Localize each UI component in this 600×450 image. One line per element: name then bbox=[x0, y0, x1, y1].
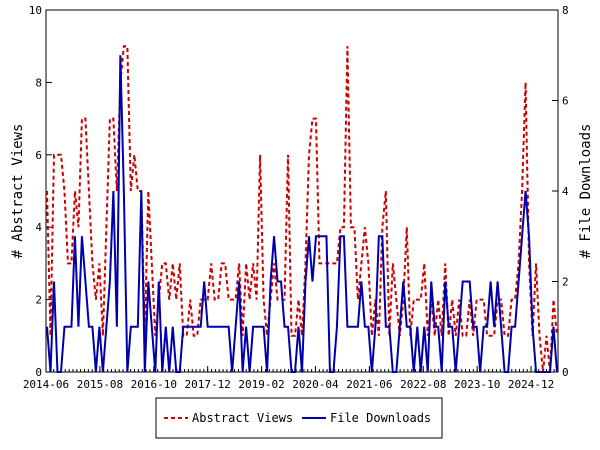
legend: Abstract Views File Downloads bbox=[155, 397, 443, 439]
y-right-tick-label: 8 bbox=[562, 4, 569, 17]
legend-box bbox=[155, 397, 443, 439]
legend-label-abstract-views: Abstract Views bbox=[192, 411, 293, 425]
x-tick-label: 2023-10 bbox=[454, 378, 500, 391]
y-right-tick-label: 4 bbox=[562, 185, 569, 198]
x-tick-label: 2020-04 bbox=[292, 378, 339, 391]
x-tick-label: 2016-10 bbox=[131, 378, 177, 391]
y-left-tick-label: 4 bbox=[35, 221, 42, 234]
series-line-file-downloads bbox=[46, 55, 558, 373]
x-tick-label: 2015-08 bbox=[77, 378, 123, 391]
y-left-tick-label: 6 bbox=[35, 149, 42, 162]
x-tick-label: 2024-12 bbox=[508, 378, 554, 391]
series-line-abstract-views bbox=[46, 45, 558, 373]
x-tick-label: 2022-08 bbox=[400, 378, 446, 391]
x-tick-label: 2019-02 bbox=[238, 378, 284, 391]
y-axis-right-title: # File Downloads bbox=[578, 124, 594, 259]
x-axis: 2014-06 2015-08 2016-10 2017-12 2019-02 2020-… bbox=[23, 366, 554, 391]
y-axis-left-title: # Abstract Views bbox=[10, 124, 26, 259]
legend-label-file-downloads: File Downloads bbox=[330, 411, 431, 425]
x-tick-label: 2021-06 bbox=[346, 378, 392, 391]
x-tick-label: 2017-12 bbox=[185, 378, 231, 391]
y-right-tick-label: 0 bbox=[562, 366, 569, 379]
x-tick-label: 2014-06 bbox=[23, 378, 69, 391]
y-left-tick-label: 10 bbox=[29, 4, 42, 17]
y-right-tick-label: 2 bbox=[562, 276, 569, 289]
y-left-tick-label: 2 bbox=[35, 294, 42, 307]
y-axis-left: 0 2 4 6 8 10 bbox=[29, 4, 52, 379]
series-layer bbox=[46, 45, 558, 373]
y-right-tick-label: 6 bbox=[562, 95, 569, 108]
y-left-tick-label: 0 bbox=[35, 366, 42, 379]
y-left-tick-label: 8 bbox=[35, 76, 42, 89]
